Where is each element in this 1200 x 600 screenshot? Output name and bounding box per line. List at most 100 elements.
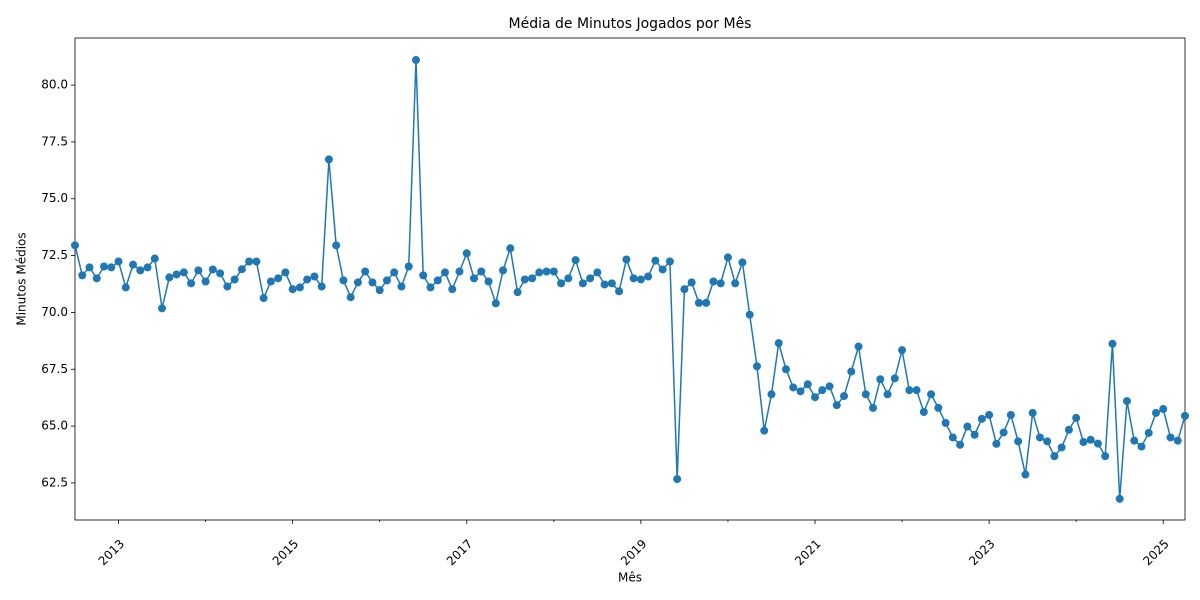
- data-point: [1028, 408, 1037, 417]
- y-tick-label: 62.5: [41, 475, 68, 489]
- data-point: [622, 255, 631, 264]
- data-point: [477, 267, 486, 276]
- data-point: [593, 268, 602, 277]
- data-point: [1064, 425, 1073, 434]
- data-point: [441, 268, 449, 277]
- y-tick-label: 72.5: [41, 248, 68, 262]
- data-point: [1014, 437, 1023, 446]
- data-point: [499, 266, 508, 275]
- data-point: [607, 279, 616, 288]
- data-point: [390, 268, 399, 277]
- data-point: [578, 279, 587, 288]
- data-point: [107, 263, 116, 272]
- data-point: [324, 155, 333, 164]
- data-point: [1006, 410, 1015, 419]
- data-point: [745, 310, 754, 319]
- data-point: [723, 253, 732, 262]
- data-point: [332, 241, 341, 250]
- data-point: [811, 393, 819, 402]
- data-point: [288, 285, 297, 294]
- data-point: [404, 262, 413, 271]
- data-point: [796, 387, 805, 396]
- data-point: [419, 271, 428, 280]
- data-point: [615, 287, 624, 296]
- data-point: [1108, 339, 1117, 348]
- data-point: [694, 298, 703, 307]
- data-point: [687, 278, 696, 287]
- data-point: [375, 286, 384, 295]
- data-point: [1181, 411, 1189, 420]
- data-point: [1035, 433, 1044, 442]
- data-point: [644, 272, 653, 281]
- data-point: [999, 428, 1008, 437]
- data-point: [513, 288, 522, 297]
- data-point: [665, 257, 674, 266]
- data-point: [832, 401, 841, 410]
- x-tick-label: 2015: [270, 537, 301, 568]
- data-point: [179, 268, 188, 277]
- data-point: [448, 285, 457, 294]
- data-point: [600, 280, 609, 289]
- data-point: [781, 365, 790, 374]
- data-point: [840, 392, 849, 401]
- data-point: [303, 275, 312, 284]
- data-point: [259, 294, 268, 303]
- data-point: [528, 274, 537, 283]
- data-point: [201, 277, 210, 286]
- y-tick-label: 77.5: [41, 134, 68, 148]
- data-point: [956, 440, 965, 449]
- chart-title: Média de Minutos Jogados por Mês: [509, 16, 752, 32]
- data-point: [774, 339, 783, 348]
- data-point: [158, 304, 167, 313]
- data-point: [738, 258, 747, 267]
- data-point: [883, 390, 892, 399]
- data-point: [1166, 433, 1175, 442]
- data-point: [1122, 397, 1131, 406]
- data-point: [1079, 438, 1088, 447]
- data-point: [890, 374, 899, 383]
- x-tick-label: 2019: [618, 537, 649, 568]
- data-point: [658, 265, 667, 274]
- data-point: [266, 277, 275, 286]
- data-point: [310, 272, 319, 281]
- data-point: [339, 276, 348, 285]
- y-axis-label: Minutos Médios: [15, 232, 29, 325]
- data-point: [970, 430, 979, 439]
- data-point: [629, 274, 638, 283]
- data-point: [1057, 443, 1066, 452]
- data-point: [535, 268, 544, 277]
- data-point: [237, 265, 246, 274]
- data-point: [977, 414, 986, 423]
- data-point: [571, 256, 580, 265]
- data-point: [187, 279, 196, 288]
- data-point: [586, 274, 595, 283]
- data-point: [470, 274, 479, 283]
- y-tick-label: 75.0: [41, 191, 68, 205]
- data-point: [1144, 428, 1153, 437]
- data-point: [245, 257, 254, 266]
- data-point: [1093, 439, 1102, 448]
- data-point: [426, 283, 435, 292]
- data-point: [121, 283, 130, 292]
- data-point: [825, 382, 834, 391]
- data-point: [382, 276, 391, 285]
- data-point: [818, 386, 827, 395]
- data-point: [549, 267, 558, 276]
- data-point: [854, 342, 863, 351]
- data-point: [941, 418, 950, 427]
- data-point: [129, 260, 138, 269]
- data-point: [564, 274, 573, 283]
- data-point: [752, 362, 761, 371]
- data-point: [143, 263, 152, 272]
- data-point: [1159, 405, 1168, 414]
- data-point: [1021, 470, 1030, 479]
- data-point: [948, 433, 957, 442]
- data-point: [1101, 452, 1110, 461]
- data-point: [484, 277, 493, 286]
- data-point: [100, 262, 109, 271]
- data-point: [919, 408, 928, 417]
- data-point: [912, 386, 921, 395]
- data-point: [847, 367, 856, 376]
- data-point: [731, 279, 740, 288]
- data-point: [673, 475, 682, 484]
